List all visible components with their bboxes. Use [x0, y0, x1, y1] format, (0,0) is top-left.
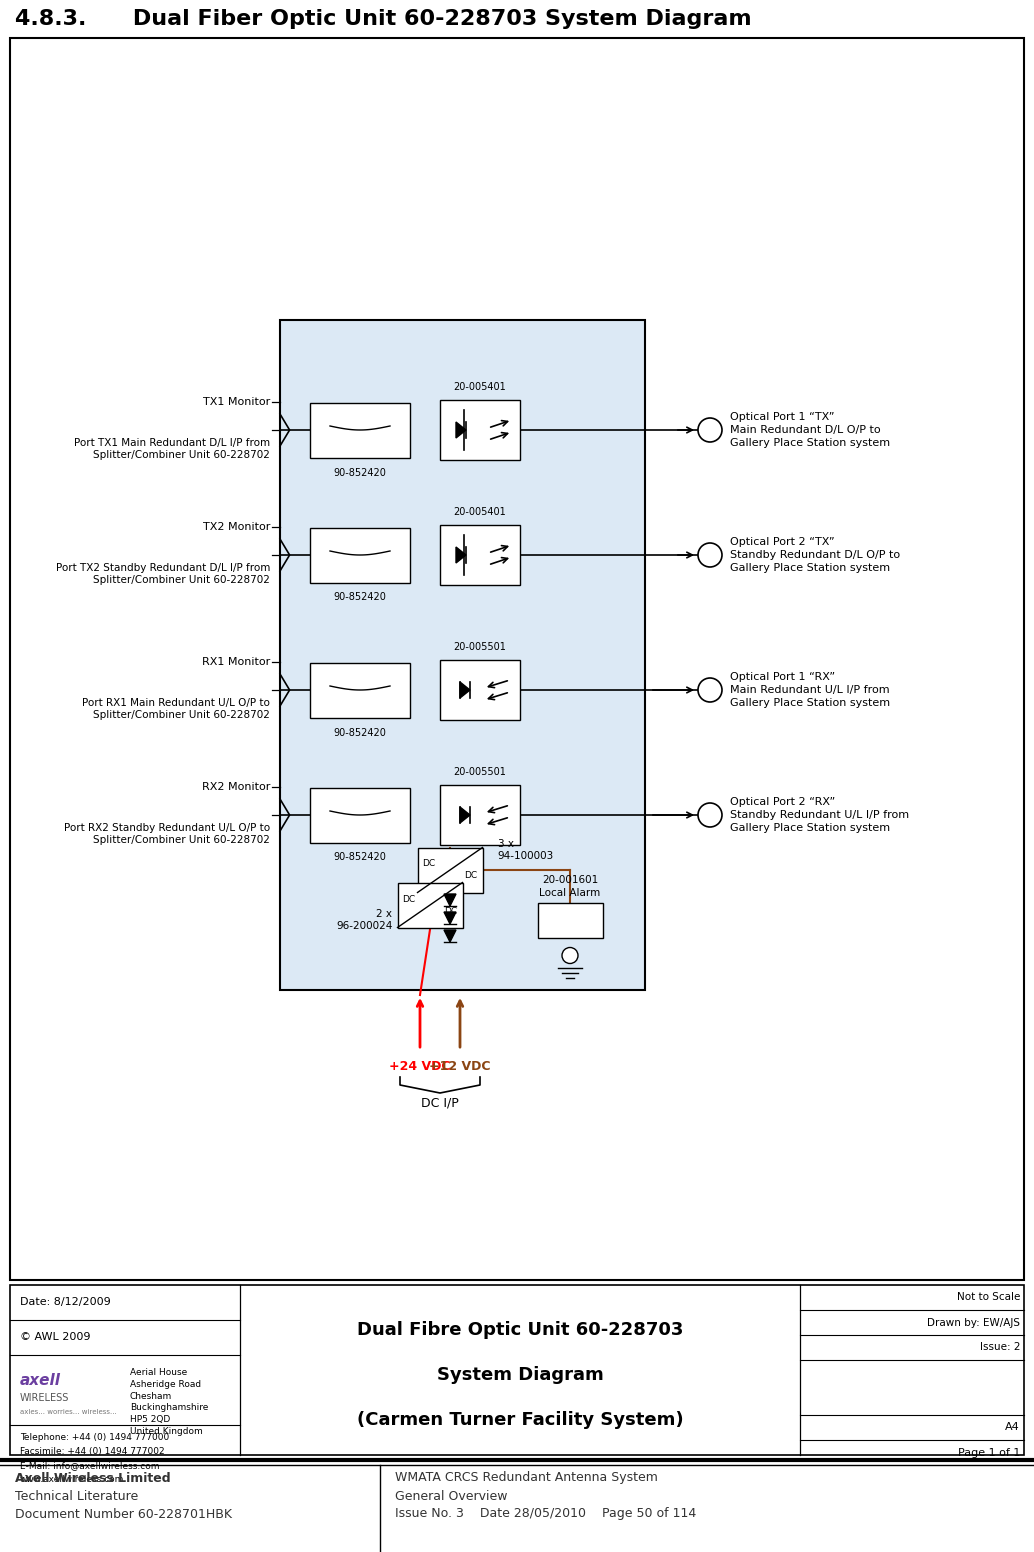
Text: DC: DC	[445, 906, 457, 916]
Text: 20-005401: 20-005401	[454, 508, 507, 517]
Text: Port TX2 Standby Redundant D/L I/P from
Splitter/Combiner Unit 60-228702: Port TX2 Standby Redundant D/L I/P from …	[56, 563, 270, 585]
Text: WMATA CRCS Redundant Antenna System: WMATA CRCS Redundant Antenna System	[395, 1471, 658, 1485]
Text: DC I/P: DC I/P	[421, 1097, 459, 1110]
Bar	[310, 528, 410, 582]
Text: 20-005401: 20-005401	[454, 382, 507, 393]
Text: DC: DC	[423, 860, 435, 869]
Text: 20-005501: 20-005501	[454, 643, 507, 652]
Text: 90-852420: 90-852420	[334, 728, 387, 737]
Text: E-Mail: info@axellwireless.com: E-Mail: info@axellwireless.com	[20, 1460, 159, 1470]
Text: © AWL 2009: © AWL 2009	[20, 1332, 91, 1342]
Text: www.axellwireless.com: www.axellwireless.com	[20, 1474, 124, 1484]
Bar	[418, 847, 483, 892]
Text: RX1 Monitor: RX1 Monitor	[202, 656, 270, 667]
Circle shape	[562, 948, 578, 964]
Bar	[440, 400, 520, 459]
Bar	[397, 883, 462, 928]
Text: System Diagram: System Diagram	[436, 1366, 604, 1384]
Text: WIRELESS: WIRELESS	[20, 1394, 69, 1403]
Text: 20-005501: 20-005501	[454, 767, 507, 778]
Text: Optical Port 1 “RX”
Main Redundant U/L I/P from
Gallery Place Station system: Optical Port 1 “RX” Main Redundant U/L I…	[730, 672, 890, 708]
Text: Axell Wireless Limited: Axell Wireless Limited	[16, 1471, 171, 1485]
Text: Port RX2 Standby Redundant U/L O/P to
Splitter/Combiner Unit 60-228702: Port RX2 Standby Redundant U/L O/P to Sp…	[64, 823, 270, 846]
Text: 20-001601
Local Alarm: 20-001601 Local Alarm	[540, 875, 601, 897]
Text: Issue No. 3    Date 28/05/2010    Page 50 of 114: Issue No. 3 Date 28/05/2010 Page 50 of 1…	[395, 1507, 696, 1521]
Polygon shape	[444, 894, 456, 906]
Text: axell: axell	[20, 1374, 61, 1387]
Polygon shape	[456, 546, 466, 563]
Bar	[310, 787, 410, 843]
Bar	[0, 0, 1034, 37]
Text: TX2 Monitor: TX2 Monitor	[203, 521, 270, 532]
Polygon shape	[460, 807, 470, 823]
Bar	[10, 1285, 1024, 1456]
Bar	[10, 37, 1024, 1280]
Text: 4.8.3.      Dual Fiber Optic Unit 60-228703 System Diagram: 4.8.3. Dual Fiber Optic Unit 60-228703 S…	[16, 9, 752, 29]
Bar	[310, 663, 410, 717]
Text: 3 x
94-100003: 3 x 94-100003	[497, 838, 554, 861]
Text: DC: DC	[402, 894, 416, 903]
Text: Issue: 2: Issue: 2	[979, 1342, 1020, 1352]
Bar	[440, 660, 520, 720]
Bar	[538, 903, 603, 937]
Text: +12 VDC: +12 VDC	[429, 1060, 491, 1072]
Text: Document Number 60-228701HBK: Document Number 60-228701HBK	[16, 1507, 232, 1521]
Text: Port TX1 Main Redundant D/L I/P from
Splitter/Combiner Unit 60-228702: Port TX1 Main Redundant D/L I/P from Spl…	[73, 438, 270, 461]
Text: Page 1 of 1: Page 1 of 1	[957, 1448, 1020, 1457]
Circle shape	[698, 543, 722, 566]
Text: A4: A4	[1005, 1423, 1020, 1432]
Text: 90-852420: 90-852420	[334, 467, 387, 478]
Text: RX2 Monitor: RX2 Monitor	[202, 782, 270, 792]
Text: TX1 Monitor: TX1 Monitor	[203, 397, 270, 407]
Text: DC: DC	[464, 872, 478, 880]
Text: Port RX1 Main Redundant U/L O/P to
Splitter/Combiner Unit 60-228702: Port RX1 Main Redundant U/L O/P to Split…	[82, 698, 270, 720]
Text: Facsimile: +44 (0) 1494 777002: Facsimile: +44 (0) 1494 777002	[20, 1446, 164, 1456]
Bar	[0, 1460, 1034, 1552]
Text: +24 VDC: +24 VDC	[389, 1060, 451, 1072]
Text: Optical Port 1 “TX”
Main Redundant D/L O/P to
Gallery Place Station system: Optical Port 1 “TX” Main Redundant D/L O…	[730, 413, 890, 449]
Text: 90-852420: 90-852420	[334, 852, 387, 863]
Polygon shape	[444, 913, 456, 923]
Text: 90-852420: 90-852420	[334, 593, 387, 602]
Text: Dual Fibre Optic Unit 60-228703: Dual Fibre Optic Unit 60-228703	[357, 1321, 683, 1339]
Bar	[440, 785, 520, 844]
Text: 2 x
96-200024: 2 x 96-200024	[336, 909, 393, 931]
Bar	[440, 525, 520, 585]
Text: General Overview: General Overview	[395, 1490, 508, 1502]
Text: Date: 8/12/2009: Date: 8/12/2009	[20, 1297, 111, 1307]
Text: Aerial House
Asheridge Road
Chesham
Buckinghamshire
HP5 2QD
United Kingdom: Aerial House Asheridge Road Chesham Buck…	[130, 1367, 209, 1436]
Polygon shape	[444, 930, 456, 942]
Text: Telephone: +44 (0) 1494 777000: Telephone: +44 (0) 1494 777000	[20, 1432, 170, 1442]
Circle shape	[698, 678, 722, 702]
Circle shape	[698, 802, 722, 827]
Circle shape	[698, 417, 722, 442]
Polygon shape	[460, 681, 470, 698]
Text: Optical Port 2 “TX”
Standby Redundant D/L O/P to
Gallery Place Station system: Optical Port 2 “TX” Standby Redundant D/…	[730, 537, 901, 573]
Text: Optical Port 2 “RX”
Standby Redundant U/L I/P from
Gallery Place Station system: Optical Port 2 “RX” Standby Redundant U/…	[730, 798, 909, 833]
Polygon shape	[456, 422, 466, 438]
Text: Drawn by: EW/AJS: Drawn by: EW/AJS	[927, 1318, 1020, 1327]
Text: Not to Scale: Not to Scale	[956, 1293, 1020, 1302]
Text: axles... worries... wireless...: axles... worries... wireless...	[20, 1409, 117, 1415]
Text: (Carmen Turner Facility System): (Carmen Turner Facility System)	[357, 1411, 683, 1429]
Bar	[310, 402, 410, 458]
Text: Technical Literature: Technical Literature	[16, 1490, 139, 1502]
Bar	[280, 320, 645, 990]
